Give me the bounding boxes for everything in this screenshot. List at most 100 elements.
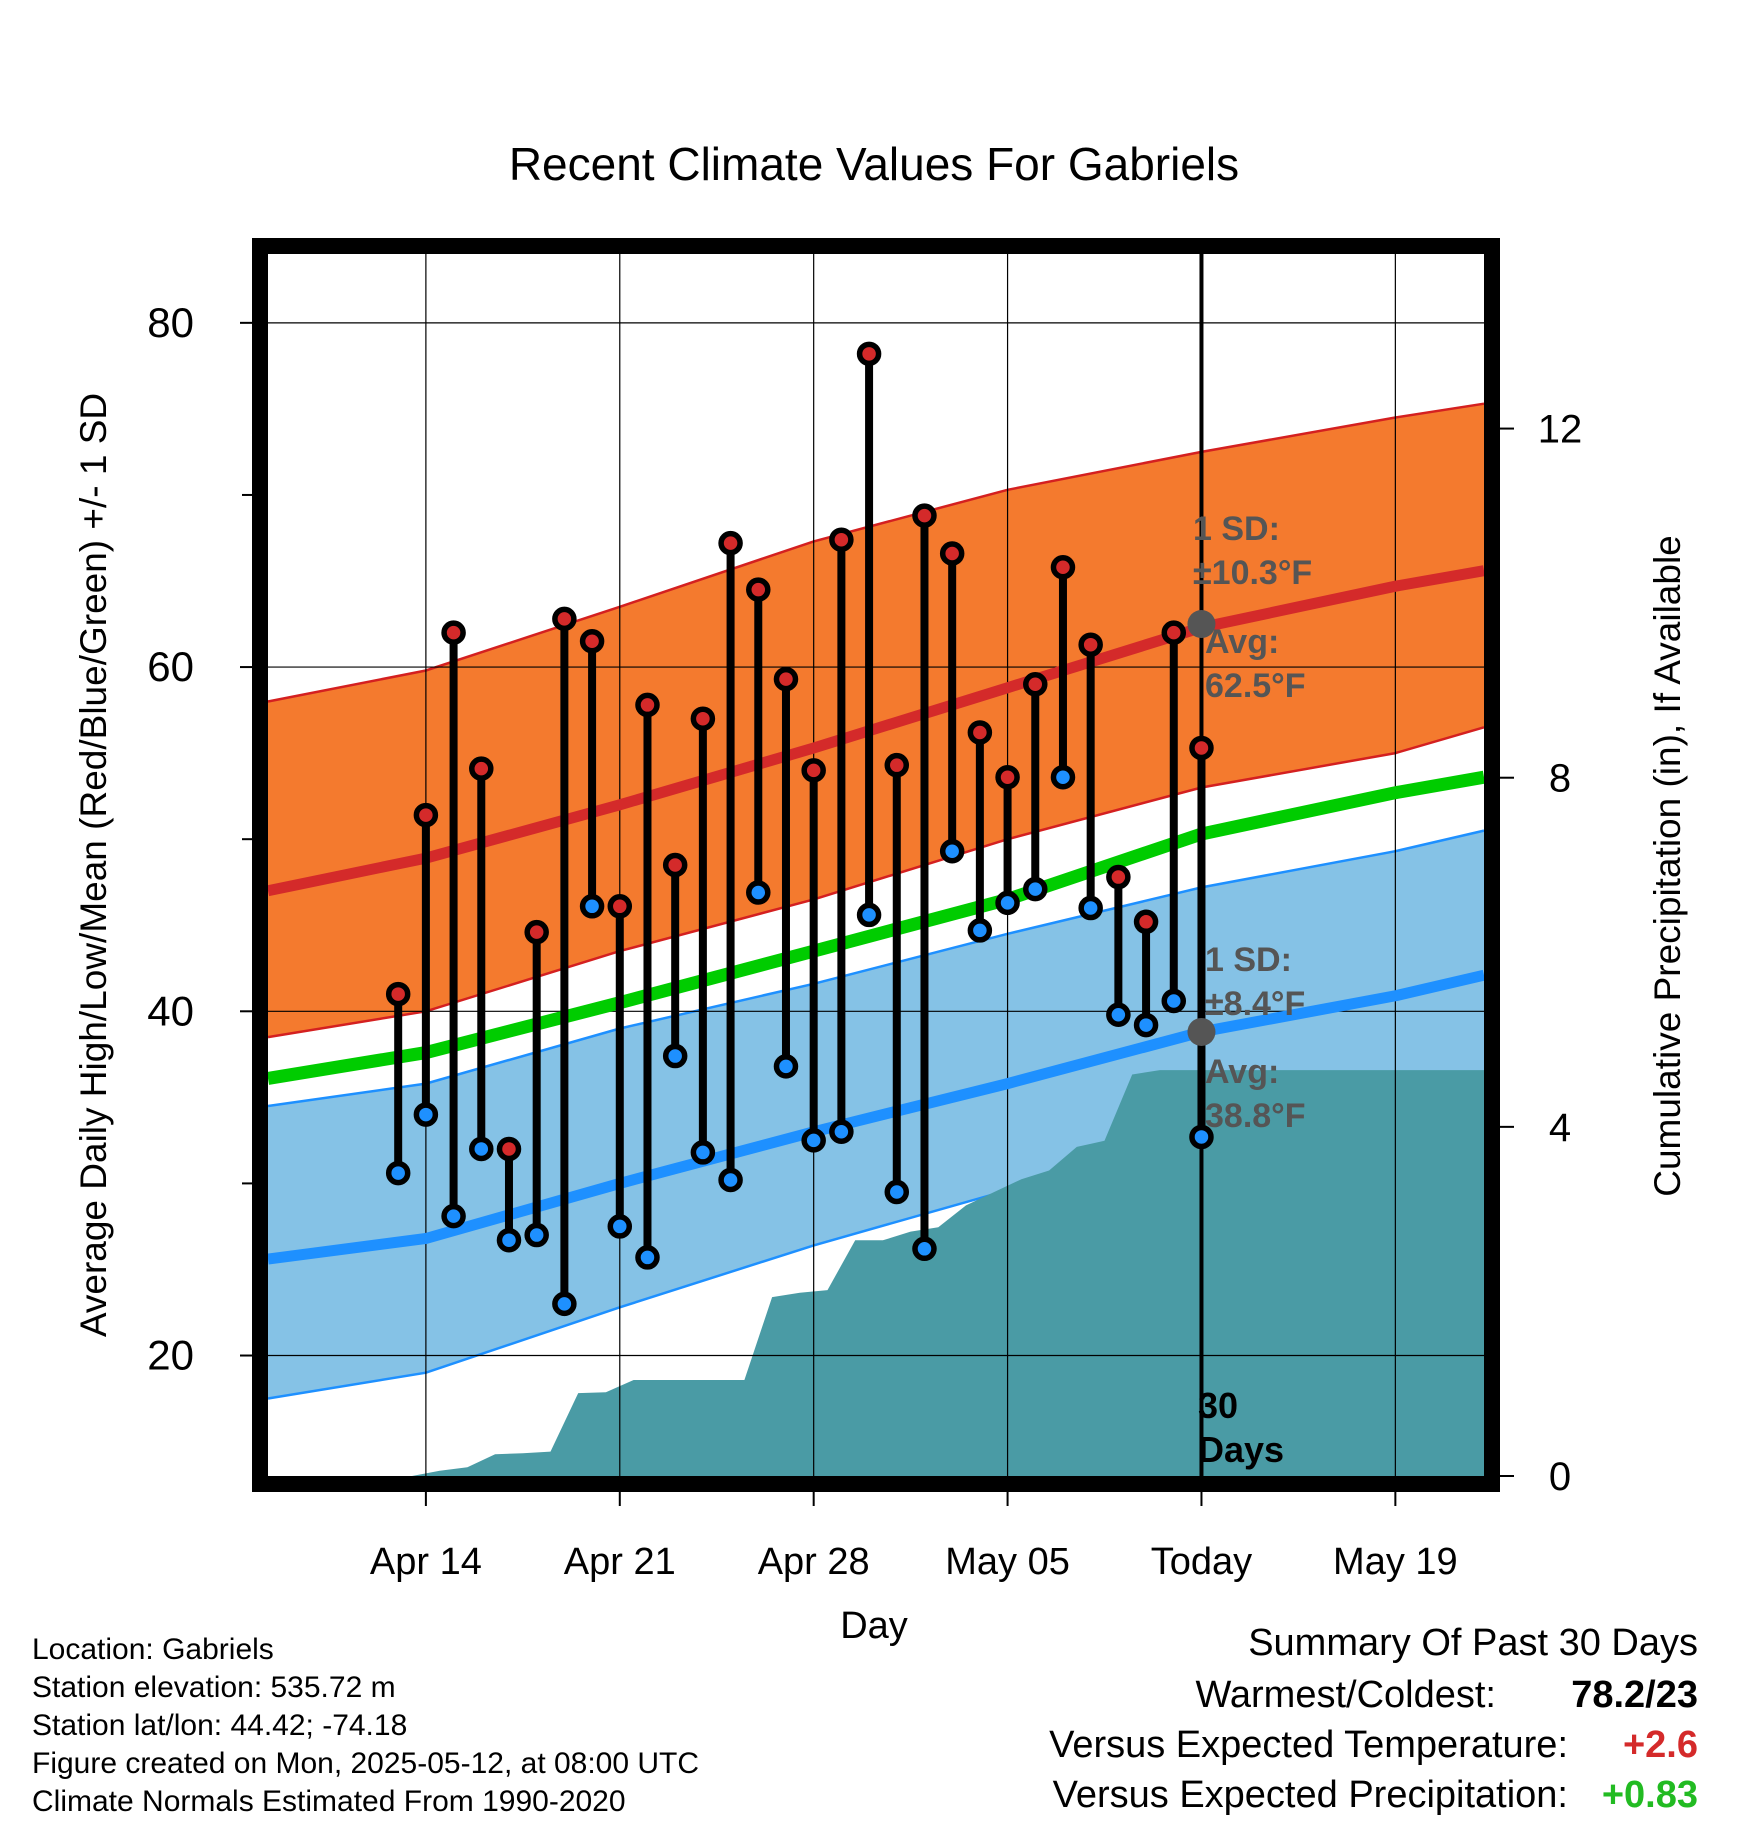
obs-low-dot [912,1236,937,1262]
obs-low-dot [773,1054,799,1079]
summary-precip-label: Versus Expected Precipitation: [1052,1774,1568,1816]
obs-low-dot [385,1160,411,1186]
high-sd-label: 1 SD: [1193,510,1280,548]
obs-low-dot [967,918,993,943]
low-band-upper-edge [267,829,1485,1108]
x-tick-label: Today [1151,1541,1252,1583]
high-band-lower-edge [267,726,1485,1039]
obs-high-dot [1050,554,1076,580]
precip-area [268,1070,1484,1476]
obs-low-dot [1189,1124,1214,1150]
low-avg-label: Avg: [1205,1053,1279,1091]
obs-high-dot [995,764,1020,790]
obs-high-dot [524,919,549,945]
obs-low-dot [1106,1002,1131,1027]
today-high-avg-dot [1187,610,1216,639]
obs-low-dot [939,838,965,864]
obs-high-dot [413,802,439,828]
obs-high-dot [579,629,605,654]
obs-low-dot [1023,876,1048,902]
x-tick-label: May 19 [1333,1541,1458,1583]
obs-high-dot [801,758,826,783]
high-avg-label: Avg: [1205,623,1279,661]
y-right-tick-label: 8 [1549,757,1571,801]
y-left-tick-label: 60 [147,643,194,690]
x-axis-label: Day [840,1605,908,1647]
obs-high-dot [1078,632,1103,657]
plot-area: 1 SD: ±10.3°F Avg: 62.5°F 1 SD: ±8.4°F Avg: 38.… [266,254,1486,1476]
obs-low-dot [801,1128,826,1153]
obs-high-dot [1161,620,1187,645]
obs-high-dot [496,1136,522,1162]
x-tick-label: Apr 28 [758,1541,870,1583]
info-elevation: Station elevation: 535.72 m [32,1671,396,1704]
period-label-days: Days [1198,1429,1284,1470]
obs-low-dot [1050,764,1076,790]
obs-high-dot [1106,864,1131,890]
obs-high-dot [746,577,771,602]
obs-high-dot [635,692,660,718]
obs-high-dot [773,666,799,692]
obs-high-dot [607,894,633,919]
y-axis-label-right: Cumulative Precipitation (in), If Availa… [1647,535,1688,1197]
summary-warm-cold-value: 78.2/23 [1571,1674,1698,1716]
obs-low-dot [856,902,882,928]
obs-low-dot [635,1245,660,1270]
summary-temp-value: +2.6 [1622,1724,1698,1766]
info-created: Figure created on Mon, 2025-05-12, at 08… [32,1747,700,1780]
high-sd-value: ±10.3°F [1193,554,1312,592]
obs-low-dot [1078,895,1103,921]
y-right-tick-label: 4 [1549,1106,1571,1150]
info-latlon: Station lat/lon: 44.42; -74.18 [32,1709,408,1742]
y-right-tick-label: 0 [1549,1455,1571,1499]
obs-low-dot [496,1227,522,1253]
x-tick-label: Apr 14 [370,1541,482,1583]
normal-mean-line [266,770,1486,1085]
period-label-number: 30 [1198,1385,1238,1426]
obs-low-dot [607,1214,633,1239]
info-location: Location: Gabriels [32,1633,274,1666]
y-left-tick-label: 40 [147,987,194,1034]
plot-frame [252,238,1500,1492]
obs-low-dot [746,880,771,905]
obs-low-dot [552,1291,577,1317]
obs-high-dot [856,341,882,367]
obs-low-dot [413,1102,439,1127]
obs-high-dot [1133,909,1159,935]
obs-high-dot [690,706,716,731]
obs-high-dot [884,752,910,778]
obs-high-dot [441,620,466,645]
high-band-upper-edge [267,402,1485,703]
obs-low-dot [1161,988,1187,1014]
obs-low-dot [662,1043,688,1069]
obs-high-dot [939,541,965,566]
obs-high-dot [967,720,993,745]
obs-low-dot [1133,1012,1159,1038]
obs-low-dot [884,1179,910,1205]
y-axis-label-left: Average Daily High/Low/Mean (Red/Blue/Gr… [73,393,114,1337]
y-left-tick-label: 20 [147,1332,194,1379]
obs-high-dot [662,852,688,878]
info-normals: Climate Normals Estimated From 1990-2020 [32,1785,626,1818]
chart-title: Recent Climate Values For Gabriels [509,138,1239,190]
high-sd-band [268,403,1484,1038]
obs-low-dot [441,1203,466,1229]
station-info: Location: Gabriels Station elevation: 53… [32,1631,699,1821]
obs-low-dot [690,1140,716,1165]
obs-low-dot [524,1222,549,1248]
summary-temp-label: Versus Expected Temperature: [1049,1724,1568,1766]
obs-high-dot [1023,672,1048,697]
obs-low-dot [469,1136,494,1162]
summary-precip-value: +0.83 [1601,1774,1698,1816]
normal-high-line [266,565,1485,897]
low-avg-value: 38.8°F [1205,1097,1306,1135]
obs-high-dot [829,527,854,552]
obs-low-dot [718,1167,743,1193]
obs-high-dot [1189,735,1214,761]
low-sd-value: ±8.4°F [1205,985,1305,1023]
obs-low-dot [829,1119,854,1145]
low-sd-label: 1 SD: [1205,941,1292,979]
obs-high-dot [385,981,411,1007]
x-tick-label: Apr 21 [564,1541,676,1583]
